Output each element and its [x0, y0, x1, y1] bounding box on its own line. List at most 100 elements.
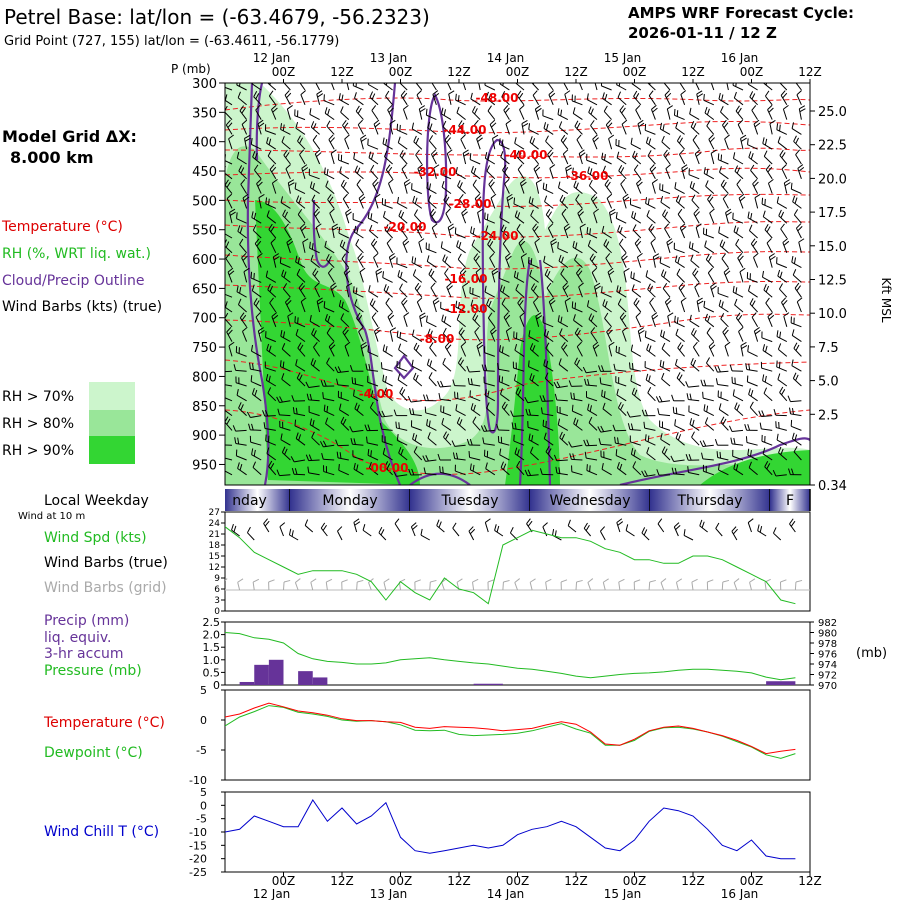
wind-barb-feather: [354, 377, 357, 385]
wind-barb: [455, 470, 466, 476]
wind-barb-feather: [396, 434, 399, 441]
wind-barb: [547, 83, 554, 91]
wind-barb-feather: [257, 181, 263, 187]
cross-section-panel: -48.00-44.00-40.00-36.00-32.00-28.00-24.…: [192, 77, 893, 494]
wind-barb-feather: [280, 196, 284, 203]
wind-barb-feather: [623, 268, 630, 273]
wind-barb-feather: [790, 182, 793, 190]
cloud-contour: [255, 83, 264, 161]
wind-chill-label: Wind Chill T (°C): [44, 824, 159, 840]
wind-barb-feather: [721, 241, 726, 248]
wind-barb: [490, 331, 496, 342]
wind-barb-feather: [750, 164, 755, 171]
wind-barb: [736, 184, 744, 194]
wind-barb: [242, 331, 248, 342]
wind-barb-feather: [645, 373, 649, 381]
wind-barb-feather: [694, 149, 701, 155]
wind-barb: [320, 527, 328, 537]
wind-barb-feather: [393, 470, 397, 477]
wind-barb-feather: [355, 83, 357, 87]
wind-barb-feather: [532, 345, 536, 352]
wind-barb-feather: [281, 343, 286, 350]
wind-barb: [557, 247, 569, 254]
wind-barb: [513, 337, 525, 343]
wind-barb-feather: [237, 437, 240, 445]
wind-barb-feather: [443, 194, 448, 201]
rh90-region: [255, 200, 810, 485]
wind-barb-feather: [396, 123, 399, 131]
wind-barb-feather: [338, 300, 342, 307]
wind-barb-feather: [643, 421, 646, 429]
wind-barb-feather: [383, 578, 390, 583]
wind-barb: [371, 317, 379, 328]
wind-barb-feather: [231, 523, 234, 531]
wind-barb-feather: [791, 359, 794, 366]
wind-barb: [325, 186, 335, 194]
wind-barb: [646, 142, 656, 150]
wind-barb: [373, 257, 379, 268]
wind-barb: [236, 394, 247, 402]
wind-barb: [767, 109, 773, 120]
wind-barb: [502, 243, 510, 254]
wind-barb: [266, 216, 277, 224]
wind-barb-feather: [780, 579, 787, 583]
wind-barb-feather: [776, 433, 779, 441]
wind-barb: [250, 381, 262, 387]
wind-barb-feather: [255, 300, 260, 307]
wind-barb: [300, 301, 306, 313]
wind-barb-feather: [255, 93, 260, 100]
wind-barb: [543, 188, 554, 195]
wind-barb-feather: [485, 225, 489, 232]
wind-barb: [695, 227, 700, 239]
wind-barb: [547, 227, 554, 239]
wind-barb-feather: [250, 344, 254, 352]
wind-barb-feather: [603, 239, 608, 246]
wind-barb-feather: [753, 181, 759, 187]
wind-barb-feather: [795, 137, 800, 144]
wind-barb: [280, 366, 291, 372]
wind-barb-feather: [343, 122, 349, 129]
wind-barb-feather: [225, 241, 230, 248]
wind-speed-tick-label: 24: [209, 519, 221, 529]
wind-barb: [484, 218, 495, 224]
wind-barb: [399, 288, 408, 298]
wind-barb-feather: [430, 282, 436, 289]
wind-barb: [600, 429, 612, 433]
wind-barb-feather: [706, 357, 710, 364]
wind-barb-feather: [233, 364, 237, 371]
wind-barb-feather: [488, 93, 492, 100]
wind-barb: [723, 272, 729, 283]
wind-barb-feather: [689, 393, 692, 400]
wind-barb-feather: [323, 404, 326, 412]
wind-barb-feather: [605, 119, 611, 126]
wind-barb-feather: [515, 387, 520, 394]
wind-barb-feather: [252, 224, 257, 231]
wind-barb: [779, 392, 788, 402]
wind-barb: [527, 400, 539, 404]
wind-barb: [501, 303, 510, 313]
wind-barb-feather: [351, 377, 354, 384]
wind-barb-feather: [458, 120, 463, 127]
wind-barb: [778, 452, 788, 461]
wind-barb-feather: [543, 329, 547, 336]
wind-barb: [796, 301, 802, 313]
wind-barb: [287, 316, 291, 327]
wind-barb-feather: [621, 119, 628, 125]
wind-barb-feather: [663, 448, 668, 455]
wind-barb-feather: [732, 83, 734, 86]
wind-barb-feather: [397, 136, 401, 143]
wind-barb: [738, 197, 744, 209]
wind-barb-feather: [309, 181, 313, 188]
wind-barb-feather: [793, 135, 797, 142]
wind-barb: [427, 334, 437, 342]
wind-barb: [734, 304, 744, 313]
wind-barb-feather: [429, 360, 433, 367]
wind-barb: [237, 468, 247, 476]
wind-barb-feather: [402, 238, 408, 244]
wind-barb-feather: [393, 409, 397, 416]
wind-barb: [323, 444, 335, 448]
wind-barb-feather: [455, 93, 457, 101]
wind-barb: [681, 168, 686, 179]
wind-barb: [691, 582, 694, 591]
wind-barb: [529, 275, 539, 283]
